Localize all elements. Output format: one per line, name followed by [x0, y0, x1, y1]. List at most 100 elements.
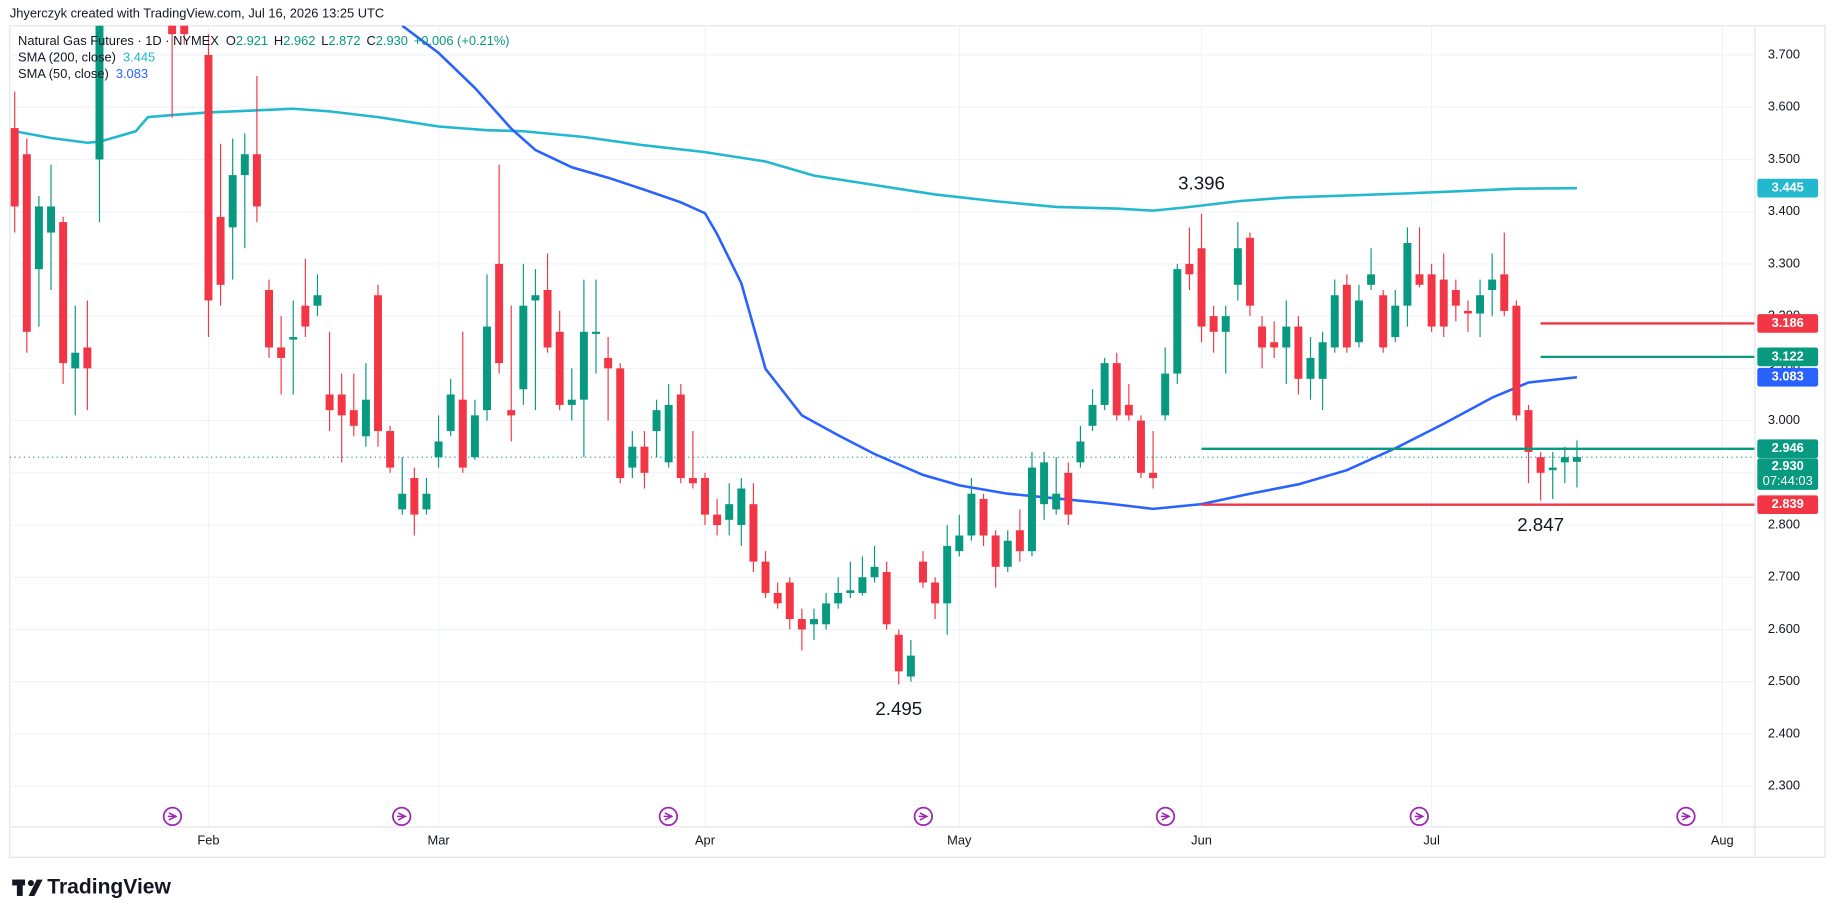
candle-body — [1015, 530, 1024, 552]
candle-body — [1306, 357, 1315, 379]
brand-name: TradingView — [47, 875, 171, 898]
candle-body — [458, 399, 467, 468]
candle-body — [1439, 279, 1448, 327]
event-icon-arrow — [1414, 812, 1425, 821]
candle-body — [483, 326, 491, 411]
candle-body — [1536, 457, 1545, 473]
candle-body — [1088, 404, 1097, 426]
y-tick-label: 2.600 — [1768, 621, 1800, 636]
legend-value: 2.872 — [328, 33, 360, 48]
y-tick-label: 2.700 — [1768, 569, 1800, 584]
candle-body — [919, 561, 927, 583]
x-tick-label: May — [947, 832, 972, 847]
y-tick-label: 3.400 — [1768, 203, 1800, 218]
y-tick-label: 3.500 — [1768, 151, 1800, 166]
x-tick-label: Apr — [695, 832, 716, 847]
candle-body — [1488, 279, 1497, 291]
candle-body — [1572, 457, 1581, 462]
legend-value: 2.930 — [376, 33, 408, 48]
candle-body — [858, 577, 867, 593]
logo-part — [16, 879, 23, 896]
legend-key: H — [274, 33, 283, 48]
candle-body — [1330, 295, 1339, 348]
candle-body — [289, 337, 298, 340]
candle-body — [1560, 457, 1569, 463]
candle-body — [1136, 420, 1145, 473]
candle-body — [567, 399, 576, 405]
x-tick-label: Aug — [1711, 832, 1734, 847]
candle-body — [507, 410, 516, 416]
candle-body — [1282, 326, 1291, 348]
candle-body — [737, 488, 746, 526]
event-icon-arrow — [1681, 812, 1692, 821]
event-icon — [1676, 806, 1696, 827]
candle-body — [240, 154, 249, 176]
candle-body — [95, 25, 104, 160]
level-price-label: 3.186 — [1772, 315, 1804, 330]
candle-body — [1197, 248, 1206, 327]
candle-body — [1258, 326, 1267, 348]
x-tick-label: Jun — [1191, 832, 1212, 847]
candle-body — [664, 404, 673, 463]
logo-part — [27, 880, 34, 887]
candle-body — [616, 368, 625, 479]
candle-body — [1367, 274, 1376, 285]
candle-body — [979, 498, 988, 536]
candle-body — [834, 592, 843, 604]
x-tick-label: Mar — [427, 832, 450, 847]
level-price-label-box — [1757, 495, 1819, 515]
candle-body — [810, 619, 818, 625]
candle-body — [1500, 274, 1509, 311]
candle-body — [374, 295, 382, 432]
logo-part — [28, 879, 43, 896]
chart-frame — [9, 25, 1826, 858]
candle-body — [931, 582, 940, 604]
candle-body — [882, 572, 891, 625]
candle-body — [543, 290, 552, 348]
header-text: Jhyerczyk created with TradingView.com, … — [10, 5, 384, 20]
candle-body — [676, 394, 685, 479]
candle-body — [1245, 237, 1254, 306]
y-tick-label: 3.300 — [1768, 255, 1800, 270]
candle-body — [749, 504, 758, 562]
candle-body — [1027, 467, 1036, 552]
candle-body — [410, 478, 419, 515]
candle-body — [1379, 295, 1388, 348]
candle-body — [1076, 441, 1085, 463]
sma-line — [14, 107, 1577, 212]
candle-body — [1052, 493, 1061, 510]
event-icon-arrow — [397, 812, 407, 821]
x-tick-label: Jul — [1423, 832, 1439, 847]
candle-body — [422, 493, 431, 510]
candle-body — [180, 25, 189, 35]
candle-body — [1354, 300, 1363, 343]
level-price-label-box — [1757, 347, 1819, 367]
candle-body — [531, 295, 540, 301]
candle-body — [713, 514, 722, 526]
level-price-label-box — [1757, 439, 1819, 459]
candle-body — [1149, 472, 1158, 479]
candle-body — [252, 154, 261, 207]
brand-logo: TradingView — [12, 875, 172, 898]
candle-body — [822, 603, 831, 625]
plot-area: 3.396 2.495 2.847 — [9, 25, 1755, 719]
candle-body — [579, 331, 588, 400]
candle-body — [1318, 342, 1327, 379]
candle-body — [1161, 373, 1170, 416]
candle-body — [785, 582, 794, 620]
candle-body — [1403, 243, 1412, 306]
y-tick-label: 2.500 — [1768, 673, 1800, 688]
candle-body — [725, 504, 734, 520]
candle-body — [47, 206, 56, 233]
candle-body — [313, 295, 322, 306]
legend-row: SMA (50, close) 3.083 — [18, 66, 148, 81]
candle-body — [1221, 316, 1230, 332]
legend-key: C — [366, 33, 375, 48]
candle-body — [943, 545, 952, 604]
candle-body — [59, 222, 68, 364]
candle-body — [894, 634, 903, 672]
candle-body — [846, 590, 855, 593]
y-tick-label: 3.000 — [1768, 412, 1800, 427]
candle-body — [1524, 410, 1533, 452]
candle-body — [1342, 284, 1351, 348]
